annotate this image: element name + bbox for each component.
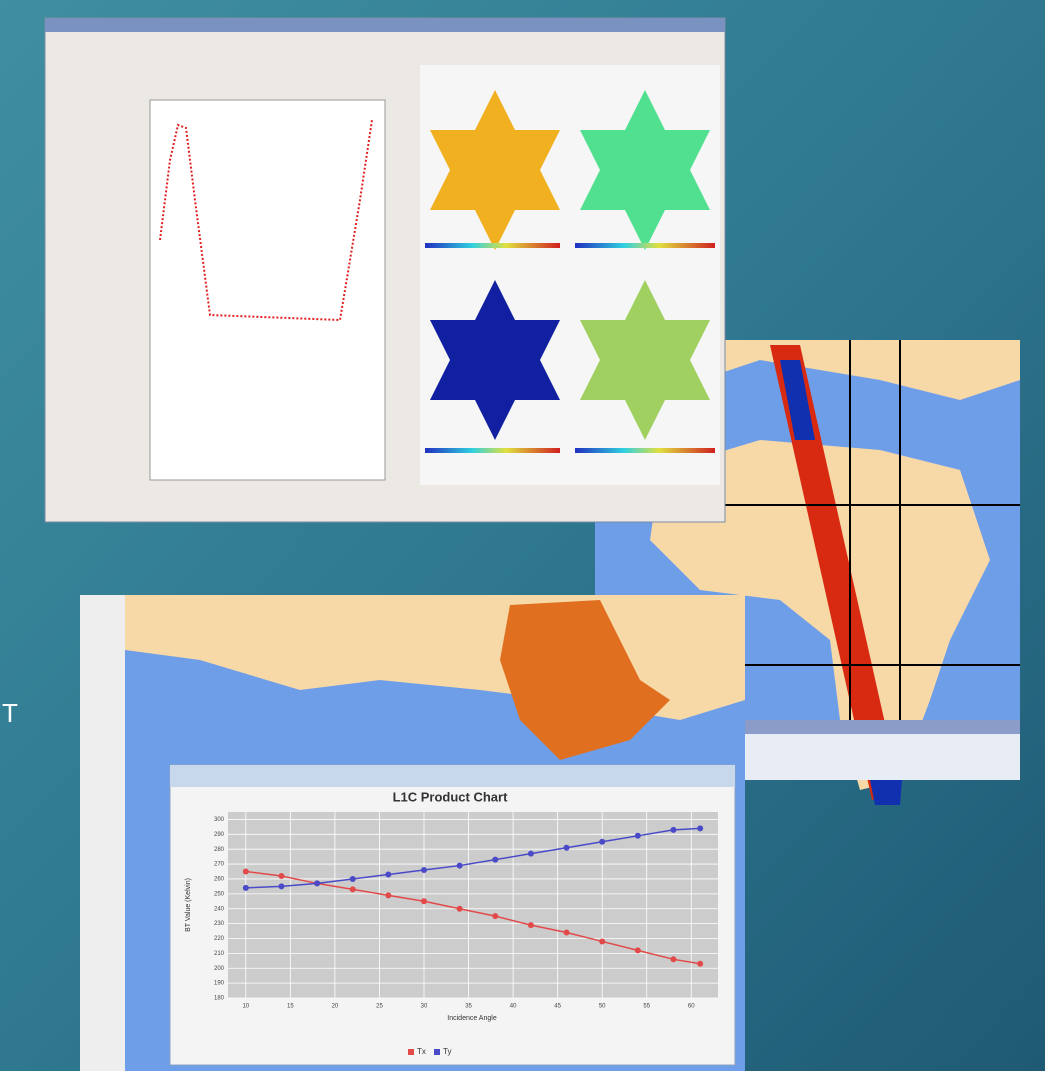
data-point xyxy=(314,880,320,886)
chart-title: L1C Product Chart xyxy=(393,789,509,804)
x-tick-label: 10 xyxy=(242,1004,249,1010)
y-tick-label: 200 xyxy=(214,966,225,972)
y-tick-label: 270 xyxy=(214,862,225,868)
side-text: T xyxy=(2,698,18,728)
x-tick-label: 60 xyxy=(688,1004,695,1010)
data-point xyxy=(670,956,676,962)
screen: T L1C Product Char xyxy=(0,0,1045,1071)
x-tick-label: 55 xyxy=(643,1004,650,1010)
data-point xyxy=(421,898,427,904)
legend-swatch xyxy=(434,1049,440,1055)
x-tick-label: 50 xyxy=(599,1004,606,1010)
data-point xyxy=(492,913,498,919)
x-axis-label: Incidence Angle xyxy=(447,1015,497,1022)
data-point xyxy=(243,869,249,875)
x-tick-label: 35 xyxy=(465,1004,472,1010)
data-point xyxy=(350,886,356,892)
y-tick-label: 290 xyxy=(214,832,225,838)
x-tick-label: 30 xyxy=(421,1004,428,1010)
y-tick-label: 210 xyxy=(214,951,225,957)
data-point xyxy=(635,833,641,839)
data-point xyxy=(278,873,284,879)
data-point xyxy=(350,876,356,882)
legend-label: Ty xyxy=(443,1047,451,1056)
data-point xyxy=(635,947,641,953)
x-tick-label: 40 xyxy=(510,1004,517,1010)
y-tick-label: 220 xyxy=(214,936,225,942)
y-tick-label: 260 xyxy=(214,877,225,883)
data-point xyxy=(457,863,463,869)
data-point xyxy=(599,839,605,845)
data-point xyxy=(528,922,534,928)
y-tick-label: 240 xyxy=(214,906,225,912)
data-point xyxy=(457,906,463,912)
data-point xyxy=(697,825,703,831)
data-point xyxy=(599,938,605,944)
y-tick-label: 280 xyxy=(214,847,225,853)
y-tick-label: 180 xyxy=(214,996,225,1002)
legend-swatch xyxy=(408,1049,414,1055)
data-point xyxy=(564,930,570,936)
data-point xyxy=(564,845,570,851)
y-tick-label: 300 xyxy=(214,817,225,823)
x-tick-label: 20 xyxy=(332,1004,339,1010)
data-point xyxy=(385,892,391,898)
y-tick-label: 190 xyxy=(214,981,225,987)
x-tick-label: 45 xyxy=(554,1004,561,1010)
data-point xyxy=(385,871,391,877)
x-tick-label: 15 xyxy=(287,1004,294,1010)
y-tick-label: 250 xyxy=(214,891,225,897)
page: {"slide": {"side_text": "T"}, "chart_dat… xyxy=(0,0,1045,1071)
data-point xyxy=(278,883,284,889)
data-point xyxy=(670,827,676,833)
data-point xyxy=(697,961,703,967)
y-axis-label: BT Value (Kelvin) xyxy=(185,878,192,932)
x-tick-label: 25 xyxy=(376,1004,383,1010)
data-point xyxy=(528,851,534,857)
data-point xyxy=(243,885,249,891)
app-window-top xyxy=(45,18,725,522)
legend-label: Tx xyxy=(417,1047,426,1056)
y-tick-label: 230 xyxy=(214,921,225,927)
data-point xyxy=(492,857,498,863)
data-point xyxy=(421,867,427,873)
